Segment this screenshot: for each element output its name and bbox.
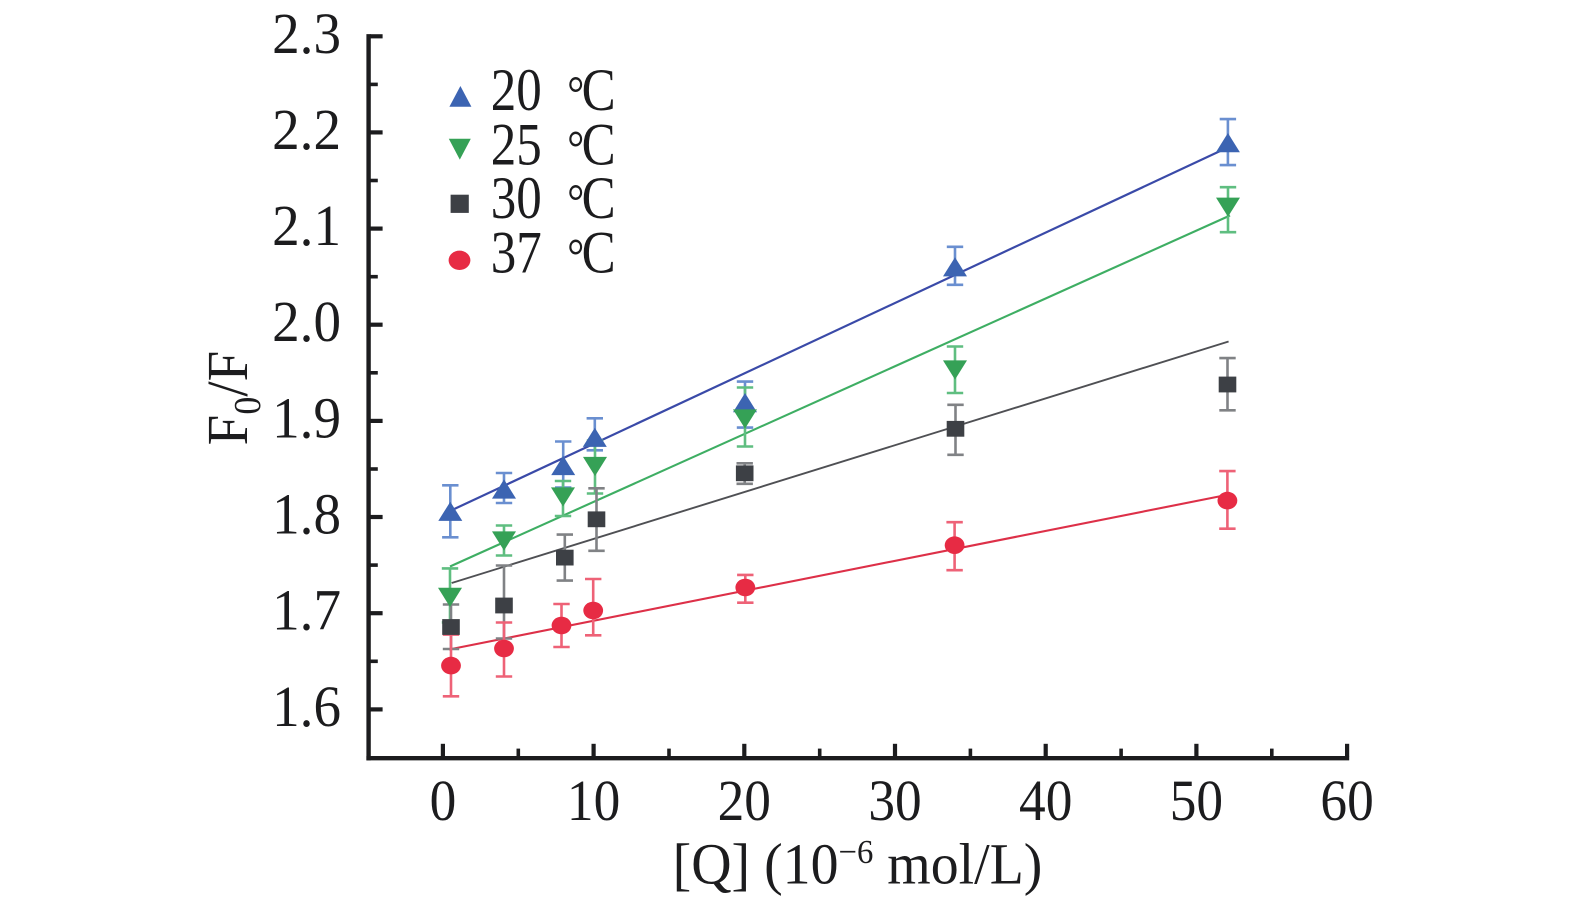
svg-text:50: 50 <box>1170 769 1223 834</box>
svg-text:25 °C: 25 °C <box>491 112 616 179</box>
svg-text:2.0: 2.0 <box>272 291 341 355</box>
svg-text:2.2: 2.2 <box>272 99 341 163</box>
svg-text:1.9: 1.9 <box>272 387 341 451</box>
svg-text:1.8: 1.8 <box>272 483 341 547</box>
svg-text:40: 40 <box>1019 769 1072 834</box>
svg-text:F0/F: F0/F <box>197 351 269 446</box>
svg-text:30 °C: 30 °C <box>491 165 616 232</box>
svg-text:60: 60 <box>1320 769 1373 834</box>
svg-text:20: 20 <box>718 769 771 834</box>
svg-text:20 °C: 20 °C <box>491 57 616 124</box>
svg-text:37 °C: 37 °C <box>491 220 616 287</box>
svg-text:0: 0 <box>430 769 457 834</box>
svg-text:2.1: 2.1 <box>272 195 341 259</box>
svg-text:1.7: 1.7 <box>272 579 341 643</box>
svg-text:1.6: 1.6 <box>272 676 341 740</box>
svg-text:10: 10 <box>567 769 620 834</box>
svg-text:30: 30 <box>868 769 921 834</box>
svg-text:2.3: 2.3 <box>272 3 341 67</box>
